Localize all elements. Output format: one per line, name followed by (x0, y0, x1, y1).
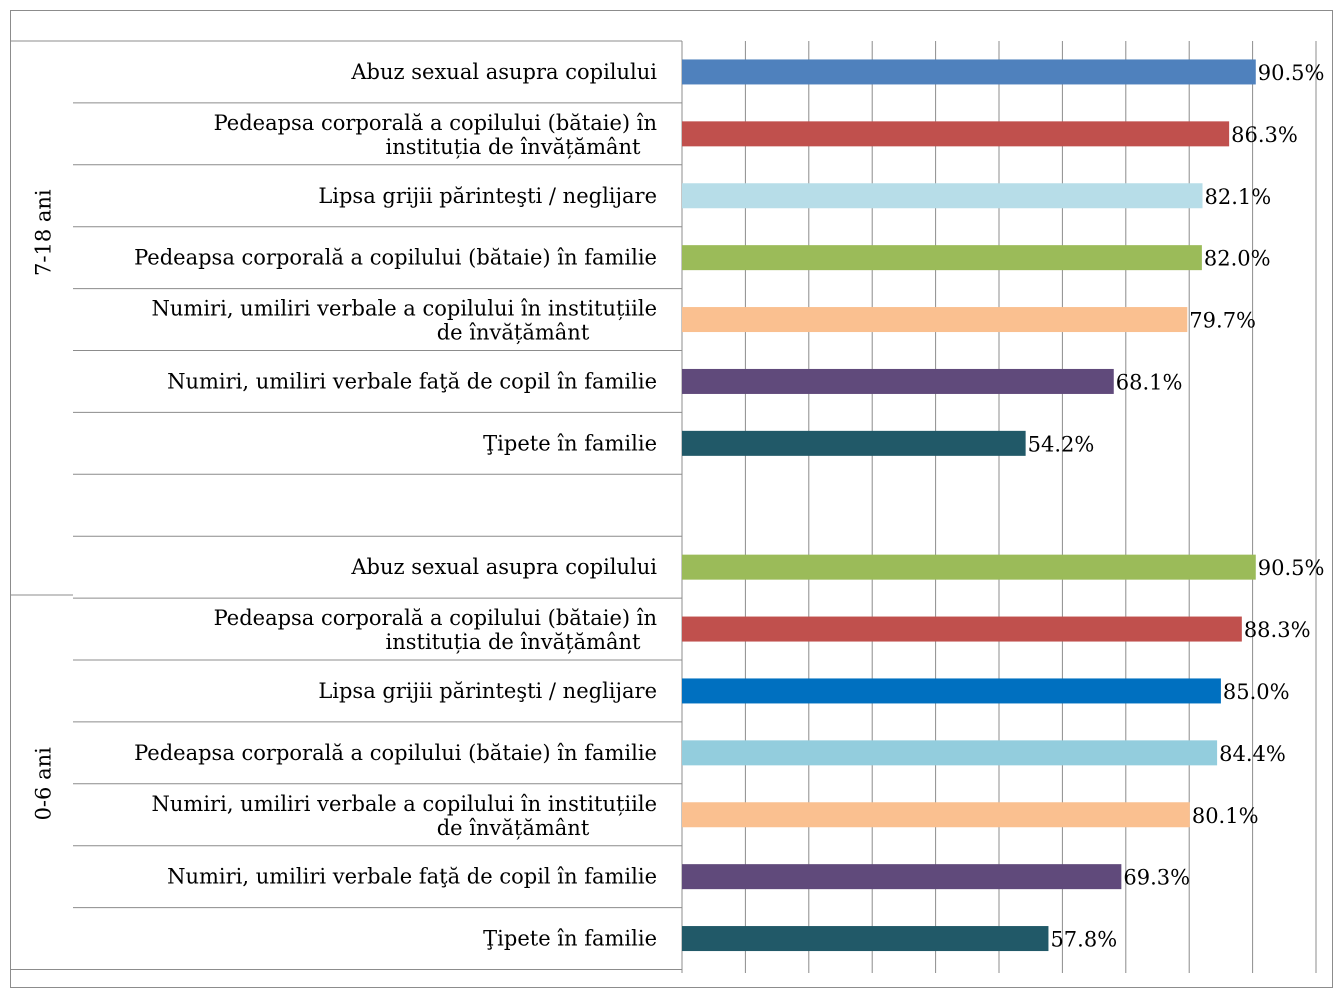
bar (682, 926, 1049, 952)
category-label: Pedeapsa corporală a copilului (bătaie) … (214, 111, 657, 159)
category-label: Ţipete în familie (483, 431, 657, 455)
bar (682, 368, 1114, 394)
value-label: 88.3% (1244, 618, 1311, 642)
value-label: 69.3% (1123, 866, 1190, 890)
category-label: Pedeapsa corporală a copilului (bătaie) … (134, 246, 657, 270)
value-label: 86.3% (1231, 123, 1298, 147)
value-label: 57.8% (1050, 928, 1117, 952)
category-label-line: de învățământ (437, 321, 590, 345)
bar (682, 616, 1242, 642)
bars-layer (682, 59, 1256, 952)
category-label: Pedeapsa corporală a copilului (bătaie) … (134, 741, 657, 765)
chart-frame: 7-18 ani 0-6 ani Abuz sexual asupra copilu… (10, 10, 1333, 988)
category-label: Numiri, umiliri verbale faţă de copil în… (167, 865, 657, 889)
category-label-line: instituția de învățământ (385, 135, 641, 159)
bar-chart: 7-18 ani 0-6 ani Abuz sexual asupra copilu… (11, 40, 1325, 973)
category-label-line: Pedeapsa corporală a copilului (bătaie) … (214, 606, 657, 630)
category-label: Numiri, umiliri verbale a copilului în i… (152, 297, 657, 345)
value-label: 68.1% (1116, 370, 1183, 394)
category-label: Lipsa grijii părinteşti / neglijare (318, 679, 657, 703)
value-label: 80.1% (1192, 804, 1259, 828)
category-label: Abuz sexual asupra copilului (350, 555, 657, 579)
category-label-line: Numiri, umiliri verbale a copilului în i… (152, 792, 657, 816)
value-label: 54.2% (1028, 432, 1095, 456)
group-label: 7-18 ani (32, 189, 56, 276)
category-label: Numiri, umiliri verbale a copilului în i… (152, 792, 657, 840)
grid-layer (681, 41, 1317, 973)
category-label-line: de învățământ (437, 816, 590, 840)
category-label: Ţipete în familie (483, 927, 657, 951)
category-label: Numiri, umiliri verbale faţă de copil în… (167, 369, 657, 393)
bar (682, 740, 1218, 766)
category-label-line: instituția de învățământ (385, 630, 641, 654)
bar (682, 554, 1256, 580)
labels-layer: 7-18 ani 0-6 ani Abuz sexual asupra copilu… (32, 60, 1325, 952)
value-label: 84.4% (1219, 742, 1286, 766)
bar (682, 307, 1188, 333)
bar (682, 678, 1221, 704)
category-label-line: Pedeapsa corporală a copilului (bătaie) … (214, 111, 657, 135)
bar (682, 245, 1202, 271)
bar (682, 121, 1230, 147)
value-label: 90.5% (1258, 556, 1325, 580)
value-label: 79.7% (1189, 309, 1256, 333)
value-label: 85.0% (1223, 680, 1290, 704)
category-label-line: Numiri, umiliri verbale a copilului în i… (152, 297, 657, 321)
bar (682, 183, 1203, 209)
bar (682, 59, 1256, 85)
bar (682, 802, 1190, 828)
category-table (11, 40, 682, 970)
category-label: Abuz sexual asupra copilului (350, 60, 657, 84)
group-label: 0-6 ani (32, 747, 56, 821)
bar (682, 430, 1026, 456)
category-label: Pedeapsa corporală a copilului (bătaie) … (214, 606, 657, 654)
value-label: 82.0% (1204, 247, 1271, 271)
category-label: Lipsa grijii părinteşti / neglijare (318, 184, 657, 208)
bar (682, 864, 1122, 890)
value-label: 82.1% (1205, 185, 1272, 209)
value-label: 90.5% (1258, 61, 1325, 85)
